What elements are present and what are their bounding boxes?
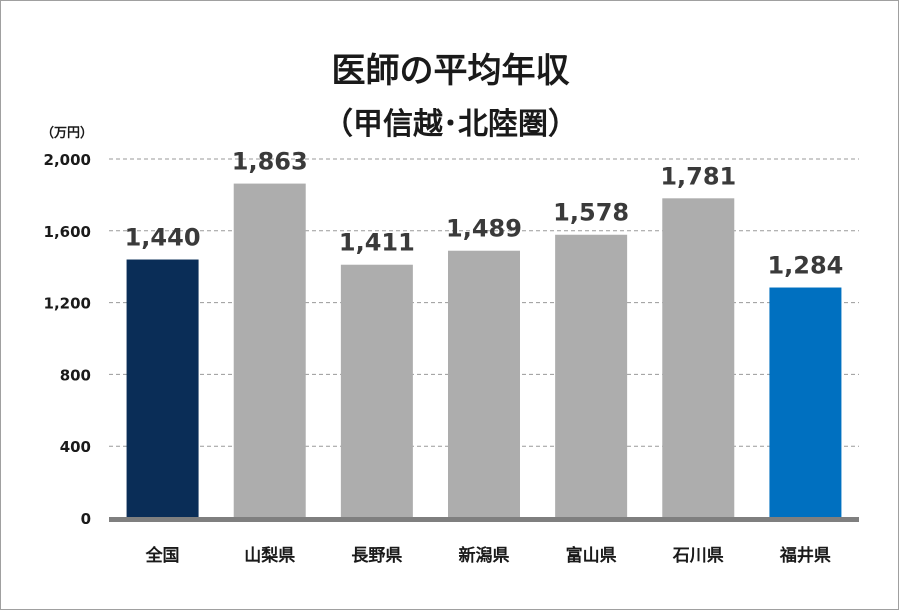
bar (555, 234, 628, 518)
x-tick-label: 石川県 (672, 546, 724, 566)
x-tick-label: 山梨県 (244, 545, 295, 566)
data-label: 1,578 (553, 199, 629, 227)
y-tick-label: 0 (81, 510, 91, 528)
data-label: 1,781 (660, 162, 736, 190)
x-tick-label: 全国 (145, 545, 180, 566)
y-tick-label: 1,200 (44, 295, 91, 313)
data-label: 1,489 (446, 215, 522, 243)
data-label: 1,440 (125, 224, 201, 252)
bar (340, 264, 413, 518)
chart-subtitle: （甲信越･北陸圏） (323, 107, 578, 142)
bar (126, 259, 199, 518)
bar (448, 250, 520, 519)
x-tick-label: 福井県 (779, 545, 831, 566)
bar (662, 198, 735, 519)
y-tick-label: 2,000 (44, 151, 91, 169)
x-tick-label: 新潟県 (459, 545, 510, 566)
x-tick-label: 長野県 (351, 546, 402, 566)
y-tick-label: 400 (60, 438, 91, 456)
bar (769, 287, 842, 518)
y-axis-unit-label: （万円） (41, 126, 94, 141)
data-label: 1,863 (232, 148, 308, 176)
data-label: 1,284 (767, 252, 843, 280)
bar (233, 183, 306, 519)
chart-title: 医師の平均年収 (331, 51, 570, 91)
y-tick-label: 1,600 (44, 223, 91, 241)
data-label: 1,411 (339, 229, 415, 257)
x-tick-label: 富山県 (566, 545, 617, 566)
y-tick-label: 800 (60, 366, 91, 384)
x-axis-line (109, 517, 859, 522)
